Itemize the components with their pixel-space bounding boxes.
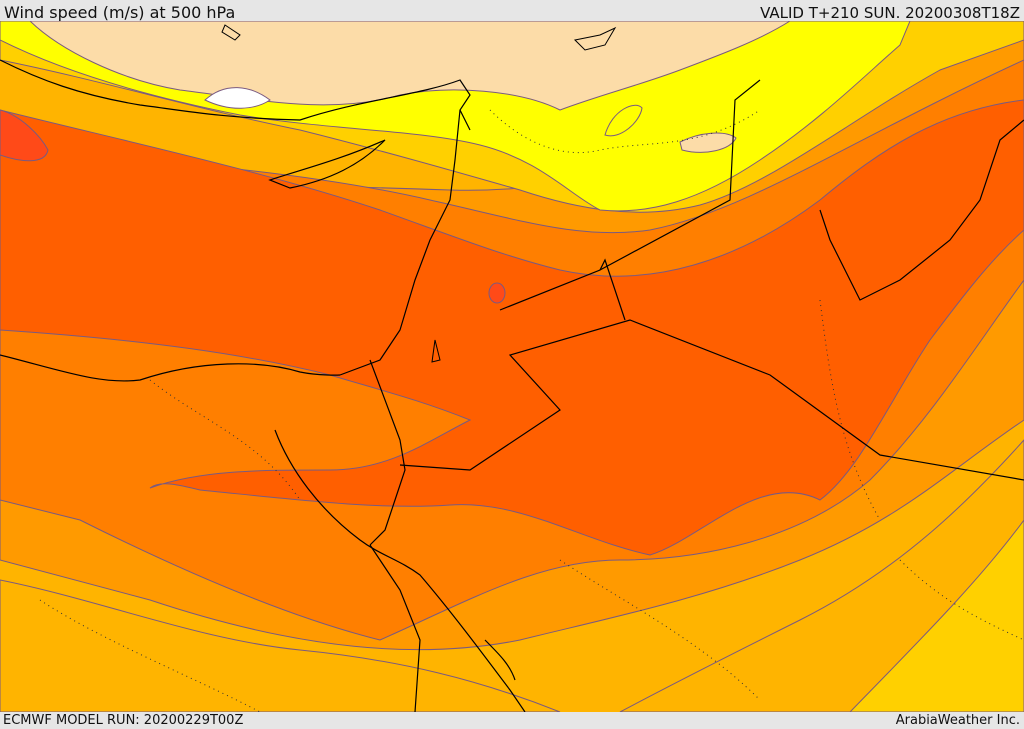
provider-label: ArabiaWeather Inc. <box>895 713 1020 728</box>
footer-bar: ECMWF MODEL RUN: 20200229T00Z ArabiaWeat… <box>0 712 1024 729</box>
wind-band-amber-south <box>0 579 561 712</box>
wind-band-wheat-east <box>679 132 737 153</box>
map-canvas <box>0 21 1024 712</box>
wind-band-red-orange <box>0 99 1024 556</box>
wind-speed-map <box>0 21 1024 712</box>
dotted-borders <box>39 109 1024 712</box>
header-bar: Wind speed (m/s) at 500 hPa VALID T+210 … <box>0 0 1024 22</box>
wind-core-red-west <box>0 109 49 162</box>
wind-band-wheat <box>29 21 791 111</box>
model-run-label: ECMWF MODEL RUN: 20200229T00Z <box>3 713 244 728</box>
islands <box>221 24 617 363</box>
map-title: Wind speed (m/s) at 500 hPa <box>4 3 236 22</box>
valid-time-label: VALID T+210 SUN. 20200308T18Z <box>760 4 1020 22</box>
wind-band-white <box>204 87 271 109</box>
wind-core-red-levant <box>488 282 506 304</box>
wind-band-gold-se <box>849 519 1024 712</box>
coastlines <box>0 59 1024 712</box>
wind-band-yellow-blob <box>604 104 643 137</box>
